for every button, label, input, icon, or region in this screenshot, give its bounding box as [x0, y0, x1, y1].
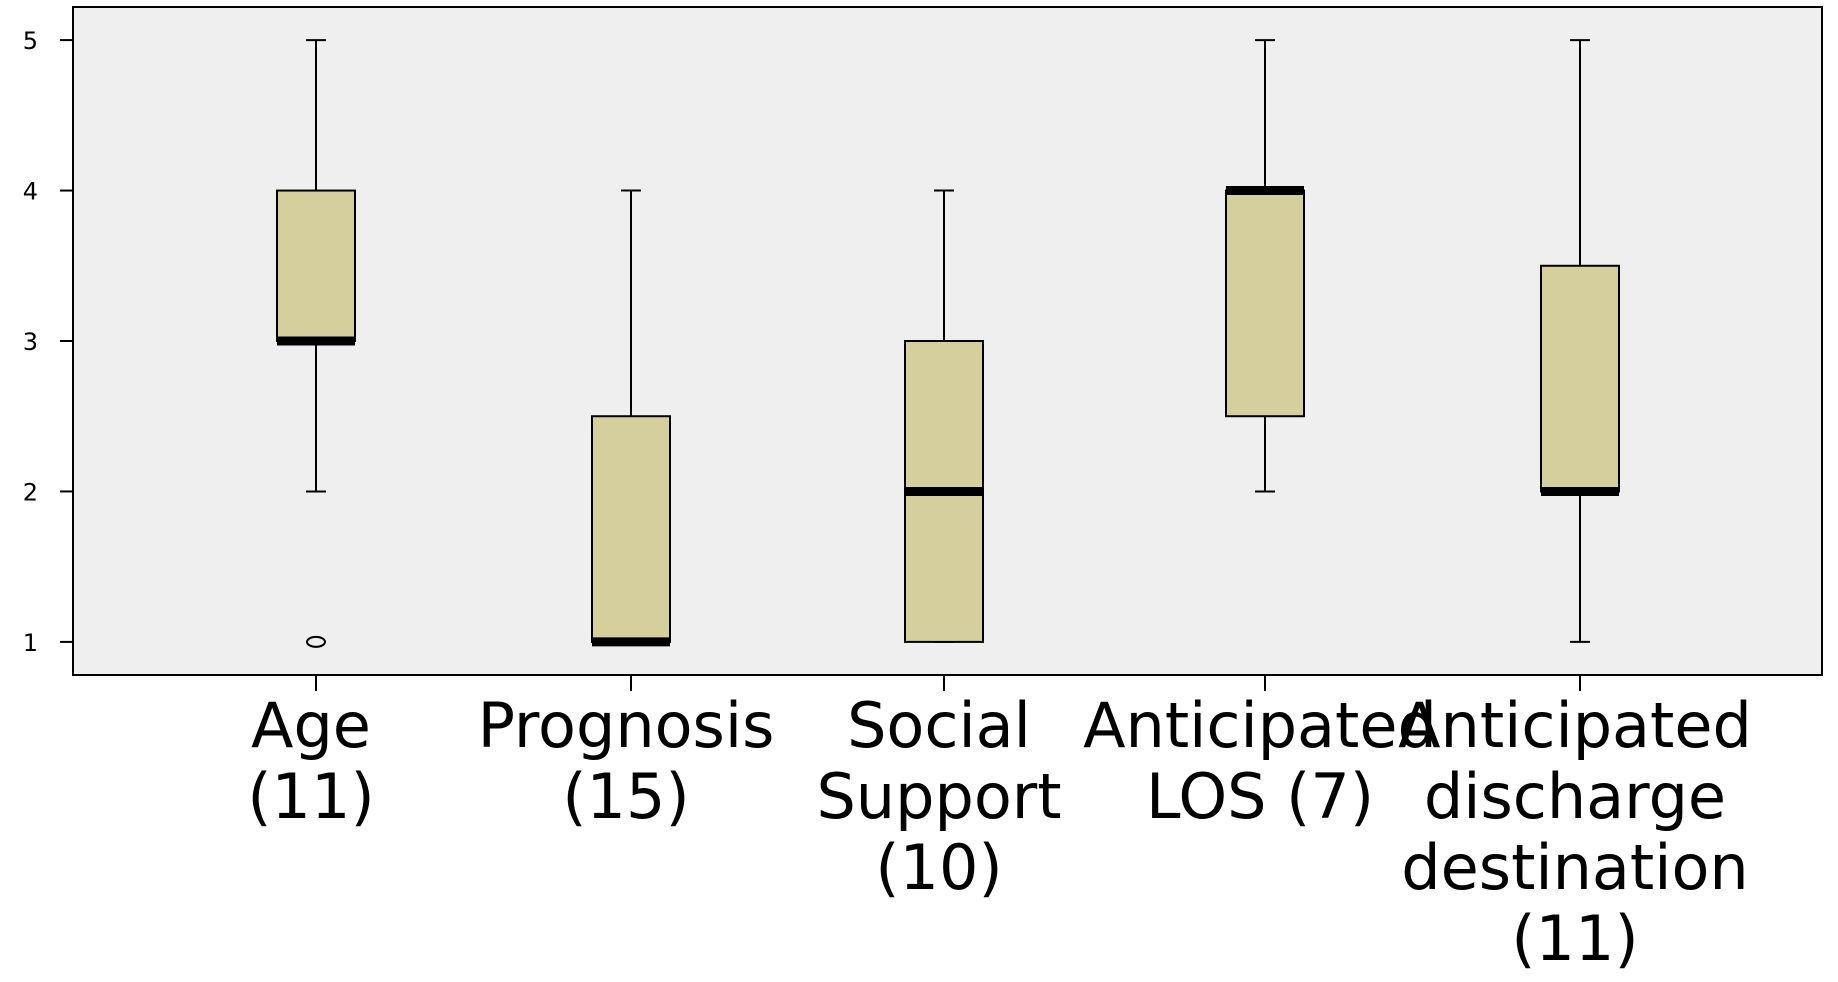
box-group: [1540, 39, 1620, 643]
iqr-box: [591, 415, 671, 643]
x-category-label: Anticipated LOS (7): [1083, 689, 1437, 833]
x-axis: Age (11)Prognosis (15)Social Support (10)Ant…: [247, 675, 1752, 975]
y-tick-label: 5: [23, 27, 38, 55]
iqr-box: [1225, 189, 1305, 418]
x-category-label-line: Anticipated: [1083, 689, 1437, 762]
box-group: [591, 189, 671, 647]
y-axis: 1 2 3 4 5: [23, 27, 73, 657]
x-category-label-line: discharge: [1424, 760, 1726, 833]
y-tick-label: 3: [23, 328, 38, 356]
y-tick-label: 4: [23, 178, 38, 206]
x-category-label-line: Anticipated: [1398, 689, 1752, 762]
x-category-label-line: Support: [816, 760, 1061, 833]
x-category-label-line: (10): [875, 831, 1002, 904]
box-group: [276, 39, 356, 648]
x-category-label-line: destination: [1401, 831, 1748, 904]
box-group: [904, 189, 984, 643]
x-category-label-line: Age: [251, 689, 371, 762]
box-series: [276, 39, 1620, 648]
x-category-label-line: (15): [562, 760, 689, 833]
x-category-label-line: LOS (7): [1146, 760, 1374, 833]
box-group: [1225, 39, 1305, 493]
x-category-label-line: (11): [247, 760, 374, 833]
x-category-label: Anticipated discharge destination (11): [1398, 689, 1752, 975]
iqr-box: [276, 189, 356, 342]
y-tick-label: 1: [23, 629, 38, 657]
x-category-label-line: Prognosis: [478, 689, 775, 762]
outlier-point: [306, 635, 326, 648]
iqr-box: [1540, 264, 1620, 493]
x-category-label: Prognosis (15): [478, 689, 775, 833]
x-category-label-line: (11): [1511, 902, 1638, 975]
x-category-label: Age (11): [247, 689, 374, 833]
y-tick-label: 2: [23, 478, 38, 506]
x-category-label-line: Social: [847, 689, 1031, 762]
x-category-label: Social Support (10): [816, 689, 1061, 904]
